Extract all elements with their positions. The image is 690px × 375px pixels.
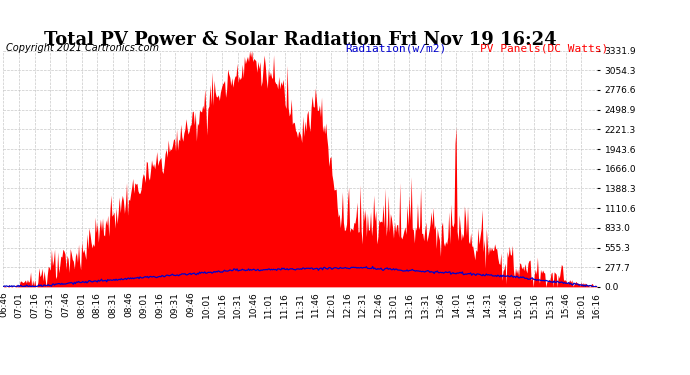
Text: Radiation(w/m2): Radiation(w/m2) xyxy=(345,43,446,53)
Title: Total PV Power & Solar Radiation Fri Nov 19 16:24: Total PV Power & Solar Radiation Fri Nov… xyxy=(44,31,556,49)
Text: PV Panels(DC Watts): PV Panels(DC Watts) xyxy=(480,43,608,53)
Text: Copyright 2021 Cartronics.com: Copyright 2021 Cartronics.com xyxy=(6,43,159,53)
